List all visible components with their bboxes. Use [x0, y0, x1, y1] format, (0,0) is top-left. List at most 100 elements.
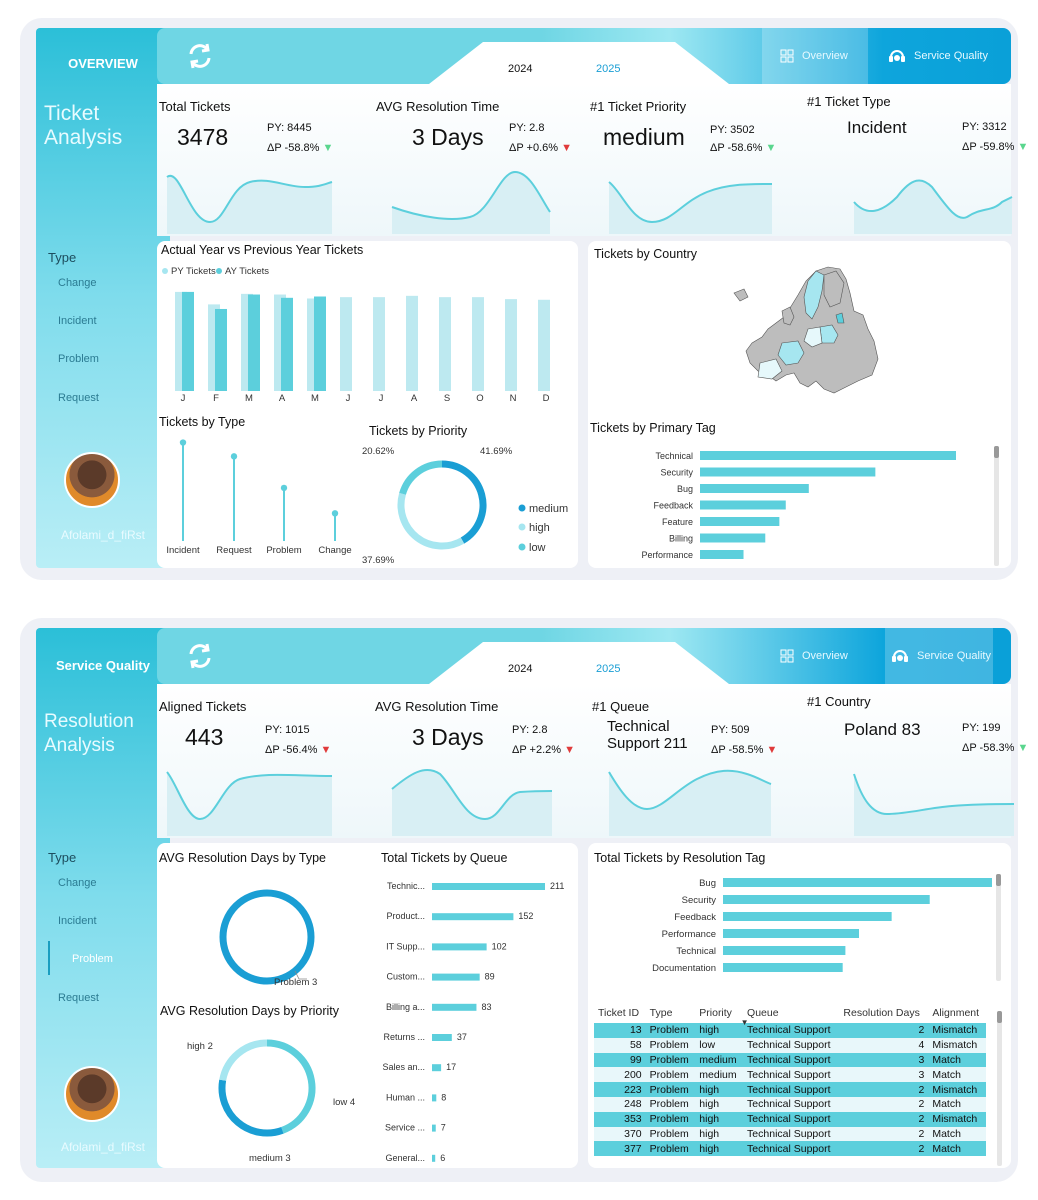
type-filter-change[interactable]: Change	[58, 277, 97, 289]
bar-0[interactable]	[700, 451, 956, 460]
bar-9[interactable]	[432, 1154, 436, 1162]
table-row[interactable]: 353 Problem high Technical Support 2 Mismatch	[594, 1111, 986, 1127]
year-2024-option[interactable]: 2024	[508, 663, 533, 675]
bar-py-9[interactable]	[472, 297, 484, 391]
nav-overview-button[interactable]: Overview	[762, 28, 868, 84]
col-alignment[interactable]: Alignment	[932, 1007, 980, 1019]
donut-slice-problem[interactable]	[219, 889, 315, 985]
nav-service-quality-button[interactable]: Service Quality	[870, 28, 1011, 84]
bar-1[interactable]	[723, 895, 930, 904]
donut-slice-0[interactable]	[266, 1039, 316, 1134]
col-ticket-id[interactable]: Ticket ID	[598, 1007, 640, 1019]
type-filter-problem[interactable]: Problem	[72, 953, 113, 965]
bar-8[interactable]	[432, 1124, 436, 1132]
map-finland[interactable]	[823, 270, 845, 308]
bar-5[interactable]	[723, 963, 843, 972]
donut-slice-2[interactable]	[399, 460, 443, 495]
tick-label-8: S	[444, 393, 450, 403]
lollipop-point-1[interactable]	[230, 453, 238, 460]
table-row[interactable]: 223 Problem high Technical Support 2 Mismatch	[594, 1082, 986, 1097]
kpi-delta: ΔP -58.6% ▼	[710, 142, 777, 154]
bar-3[interactable]	[432, 973, 480, 981]
donut-slice-1[interactable]	[218, 1079, 284, 1137]
bar-1[interactable]	[700, 467, 876, 477]
sidebar: Service Quality Resolution Analysis Type…	[36, 628, 170, 1168]
map-latvia[interactable]	[835, 312, 845, 324]
tag-scrollbar[interactable]	[996, 874, 1001, 981]
type-filter-request[interactable]: Request	[58, 392, 99, 404]
table-row[interactable]: 370 Problem high Technical Support 2 Match	[594, 1126, 986, 1142]
map-france[interactable]	[777, 340, 805, 366]
year-2025-option[interactable]: 2025	[596, 663, 621, 675]
bar-2[interactable]	[700, 484, 809, 493]
bar-6[interactable]	[432, 1064, 442, 1072]
refresh-icon[interactable]	[185, 41, 215, 71]
bar-4[interactable]	[432, 1003, 477, 1011]
bar-ay-4[interactable]	[314, 296, 326, 392]
bar-py-7[interactable]	[406, 295, 418, 391]
type-filter-change[interactable]: Change	[58, 877, 97, 889]
bar-7[interactable]	[432, 1094, 437, 1102]
map-iceland[interactable]	[733, 288, 749, 302]
year-2024-option[interactable]: 2024	[508, 63, 533, 75]
lollipop-point-0[interactable]	[179, 439, 187, 446]
col-priority[interactable]: Priority	[699, 1007, 732, 1019]
nav-service-quality-button[interactable]: Service Quality	[885, 628, 993, 684]
bar-6[interactable]	[700, 550, 744, 559]
bar-py-11[interactable]	[538, 299, 550, 391]
bar-5[interactable]	[432, 1034, 452, 1041]
donut-label-problem: Problem 3	[274, 977, 317, 988]
bar-py-6[interactable]	[373, 297, 385, 391]
table-row[interactable]: 377 Problem high Technical Support 2 Match	[594, 1141, 986, 1157]
bar-2[interactable]	[723, 912, 892, 921]
refresh-icon[interactable]	[185, 641, 215, 671]
bar-ay-2[interactable]	[248, 294, 260, 391]
kpi-title: #1 Ticket Priority	[590, 99, 687, 114]
table-cell: Technical Support	[743, 1067, 840, 1083]
table-row[interactable]: 248 Problem high Technical Support 2 Match	[594, 1096, 986, 1112]
map-uk[interactable]	[781, 306, 795, 326]
bar-ay-3[interactable]	[281, 297, 293, 391]
type-filter-incident[interactable]: Incident	[58, 315, 97, 327]
bar-4[interactable]	[700, 517, 780, 526]
type-filter-incident[interactable]: Incident	[58, 915, 97, 927]
table-row[interactable]: 200 Problem medium Technical Support 3 Match	[594, 1067, 986, 1083]
table-row[interactable]: 13 Problem high Technical Support 2 Mismatch	[594, 1023, 986, 1038]
col-type[interactable]: Type	[649, 1007, 673, 1019]
donut-slice-0[interactable]	[441, 460, 487, 544]
table-cell: Technical Support	[743, 1023, 840, 1038]
bar-0[interactable]	[432, 883, 545, 890]
bar-3[interactable]	[700, 500, 786, 510]
bar-1[interactable]	[432, 913, 514, 921]
lollipop-point-3[interactable]	[331, 510, 339, 517]
table-row[interactable]: 99 Problem medium Technical Support 3 Match	[594, 1052, 986, 1068]
bar-ay-0[interactable]	[182, 291, 194, 391]
table-scrollbar[interactable]	[997, 1011, 1002, 1166]
bar-2[interactable]	[432, 943, 487, 951]
tag-scrollbar[interactable]	[994, 446, 999, 566]
lollipop-point-2[interactable]	[280, 484, 288, 492]
bar-py-5[interactable]	[340, 297, 352, 391]
bar-3[interactable]	[723, 929, 859, 938]
chart-title-by-country: Tickets by Country	[594, 247, 698, 261]
bar-5[interactable]	[700, 533, 766, 543]
map-sweden[interactable]	[803, 270, 825, 320]
donut-slice-1[interactable]	[397, 492, 465, 550]
map-spain[interactable]	[757, 358, 783, 380]
donut-slice-2[interactable]	[219, 1039, 268, 1081]
kpi-py: PY: 8445	[267, 122, 312, 134]
col-queue[interactable]: Queue▼	[740, 1007, 779, 1027]
bar-0[interactable]	[723, 878, 992, 887]
type-filter-request[interactable]: Request	[58, 992, 99, 1004]
nav-overview-button[interactable]: Overview	[762, 628, 882, 684]
table-row[interactable]: 58 Problem low Technical Support 4 Mismatch	[594, 1037, 986, 1053]
bar-py-10[interactable]	[505, 299, 517, 391]
bar-py-8[interactable]	[439, 297, 451, 391]
type-filter-problem[interactable]: Problem	[58, 353, 99, 365]
bar-ay-1[interactable]	[215, 308, 227, 391]
bar-4[interactable]	[723, 946, 846, 955]
table-cell: Technical Support	[743, 1141, 840, 1157]
col-resolution-days[interactable]: Resolution Days	[843, 1007, 920, 1019]
map-germany[interactable]	[803, 326, 823, 348]
year-2025-option[interactable]: 2025	[596, 63, 621, 75]
